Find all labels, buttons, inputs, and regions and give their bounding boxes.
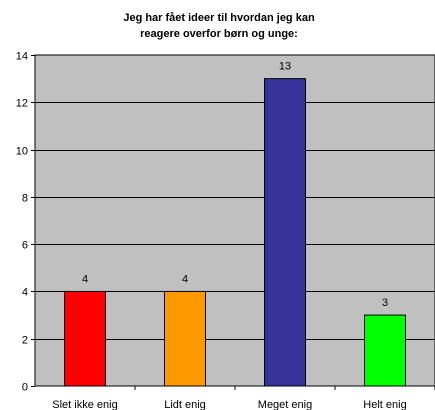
labels: 0 2 4 6 8 10 12 14 4 Slet ikke enig 4 Lidt enig 13 Me… — [16, 51, 407, 410]
x-tick-label: Slet ikke enig — [52, 399, 117, 410]
y-tick-label: 12 — [16, 98, 28, 110]
y-tick-label: 8 — [22, 193, 28, 205]
chart-title-line-1: Jeg har fået ideer til hvordan jeg kan — [123, 12, 315, 24]
y-tick-label: 10 — [16, 146, 28, 158]
x-tick-label: Meget enig — [258, 399, 312, 410]
x-tick-label: Lidt enig — [164, 399, 206, 410]
y-tick-label: 0 — [22, 382, 28, 394]
bars — [64, 78, 406, 387]
data-label: 13 — [279, 61, 291, 73]
bar — [264, 78, 306, 387]
x-tick-label: Helt enig — [363, 399, 406, 410]
data-label: 3 — [382, 297, 388, 309]
data-label: 4 — [182, 273, 188, 285]
bar — [164, 290, 206, 387]
y-tick-label: 2 — [22, 335, 28, 347]
y-tick-label: 14 — [16, 51, 28, 63]
chart-title-line-2: reagere overfor børn og unge: — [140, 28, 298, 40]
bar — [64, 290, 106, 387]
data-label: 4 — [82, 273, 88, 285]
bar — [364, 314, 406, 387]
y-tick-label: 4 — [22, 287, 28, 299]
y-tick-label: 6 — [22, 240, 28, 252]
axes — [31, 55, 435, 390]
